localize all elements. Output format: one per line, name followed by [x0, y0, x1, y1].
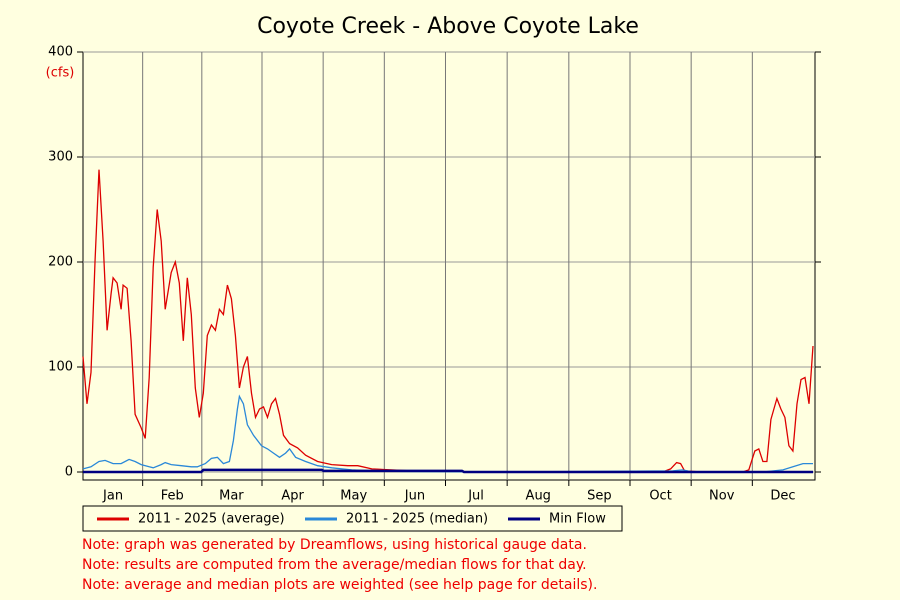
x-tick-label: Jan — [102, 489, 123, 504]
x-tick-label: Feb — [161, 489, 184, 504]
legend-label: Min Flow — [549, 512, 606, 527]
y-tick-label: 200 — [48, 255, 73, 270]
x-tick-label: Nov — [709, 489, 735, 504]
x-tick-label: Oct — [649, 489, 671, 504]
note: Note: graph was generated by Dreamflows,… — [82, 537, 587, 553]
note: Note: results are computed from the aver… — [82, 557, 587, 573]
y-tick-label: 100 — [48, 360, 73, 375]
x-tick-label: Jun — [404, 489, 425, 504]
legend-label: 2011 - 2025 (average) — [138, 512, 285, 527]
y-tick-label: 0 — [65, 465, 73, 480]
series-line — [82, 169, 814, 473]
x-tick-label: May — [340, 489, 367, 504]
series-line — [83, 468, 813, 474]
y-tick-label: 300 — [48, 150, 73, 165]
note: Note: average and median plots are weigh… — [82, 577, 597, 593]
x-tick-label: Jul — [467, 489, 484, 504]
x-tick-label: Apr — [281, 489, 304, 504]
chart-title: Coyote Creek - Above Coyote Lake — [257, 14, 639, 39]
x-tick-label: Mar — [219, 489, 244, 504]
y-tick-label: 400 — [48, 45, 73, 60]
x-tick-label: Dec — [770, 489, 795, 504]
x-tick-label: Aug — [526, 489, 551, 504]
legend-label: 2011 - 2025 (median) — [346, 512, 488, 527]
plot-area — [82, 51, 816, 481]
x-tick-label: Sep — [587, 489, 612, 504]
y-unit: (cfs) — [46, 66, 75, 81]
